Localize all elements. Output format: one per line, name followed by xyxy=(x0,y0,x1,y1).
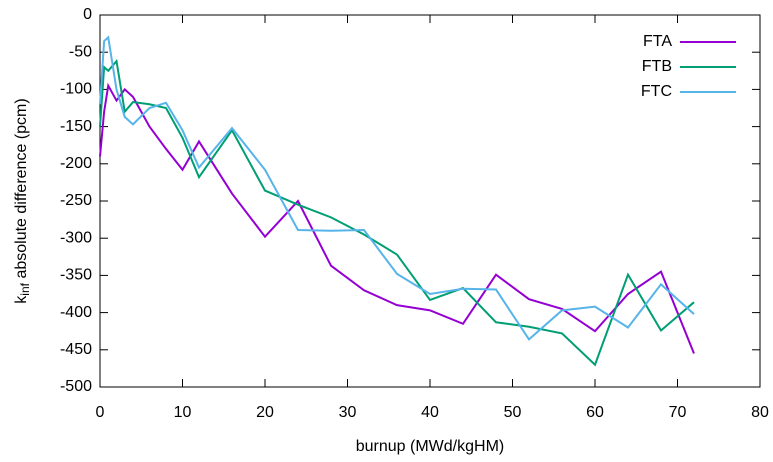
y-tick-label: -500 xyxy=(60,378,92,395)
legend-label: FTB xyxy=(642,58,672,75)
y-axis-label: kinf absolute difference (pcm) xyxy=(13,98,32,303)
series-line xyxy=(99,35,695,341)
x-tick-label: 30 xyxy=(339,404,357,421)
y-tick-label: -50 xyxy=(69,43,92,60)
x-tick-label: 20 xyxy=(256,404,274,421)
y-tick-label: -150 xyxy=(60,118,92,135)
y-tick-label: -450 xyxy=(60,341,92,358)
legend-label: FTA xyxy=(643,33,672,50)
y-tick-label: -200 xyxy=(60,155,92,172)
y-tick-label: -250 xyxy=(60,192,92,209)
x-tick-label: 0 xyxy=(96,404,105,421)
plot-border xyxy=(99,14,761,388)
series-line xyxy=(99,58,695,367)
x-tick-label: 60 xyxy=(586,404,604,421)
x-tick-label: 80 xyxy=(751,404,769,421)
y-tick-label: -350 xyxy=(60,267,92,284)
x-tick-label: 10 xyxy=(174,404,192,421)
series-line xyxy=(99,82,695,354)
y-tick-label: 0 xyxy=(83,6,92,23)
y-label-base: k xyxy=(13,295,30,304)
y-tick-label: -300 xyxy=(60,229,92,246)
y-label-sub: inf xyxy=(18,282,32,295)
y-tick-label: -100 xyxy=(60,81,92,98)
x-tick-label: 40 xyxy=(421,404,439,421)
x-axis-label: burnup (MWd/kgHM) xyxy=(356,438,504,455)
x-tick-label: 50 xyxy=(504,404,522,421)
y-label-rest: absolute difference (pcm) xyxy=(13,98,30,283)
legend-label: FTC xyxy=(641,83,672,100)
x-tick-label: 70 xyxy=(669,404,687,421)
y-tick-label: -400 xyxy=(60,304,92,321)
